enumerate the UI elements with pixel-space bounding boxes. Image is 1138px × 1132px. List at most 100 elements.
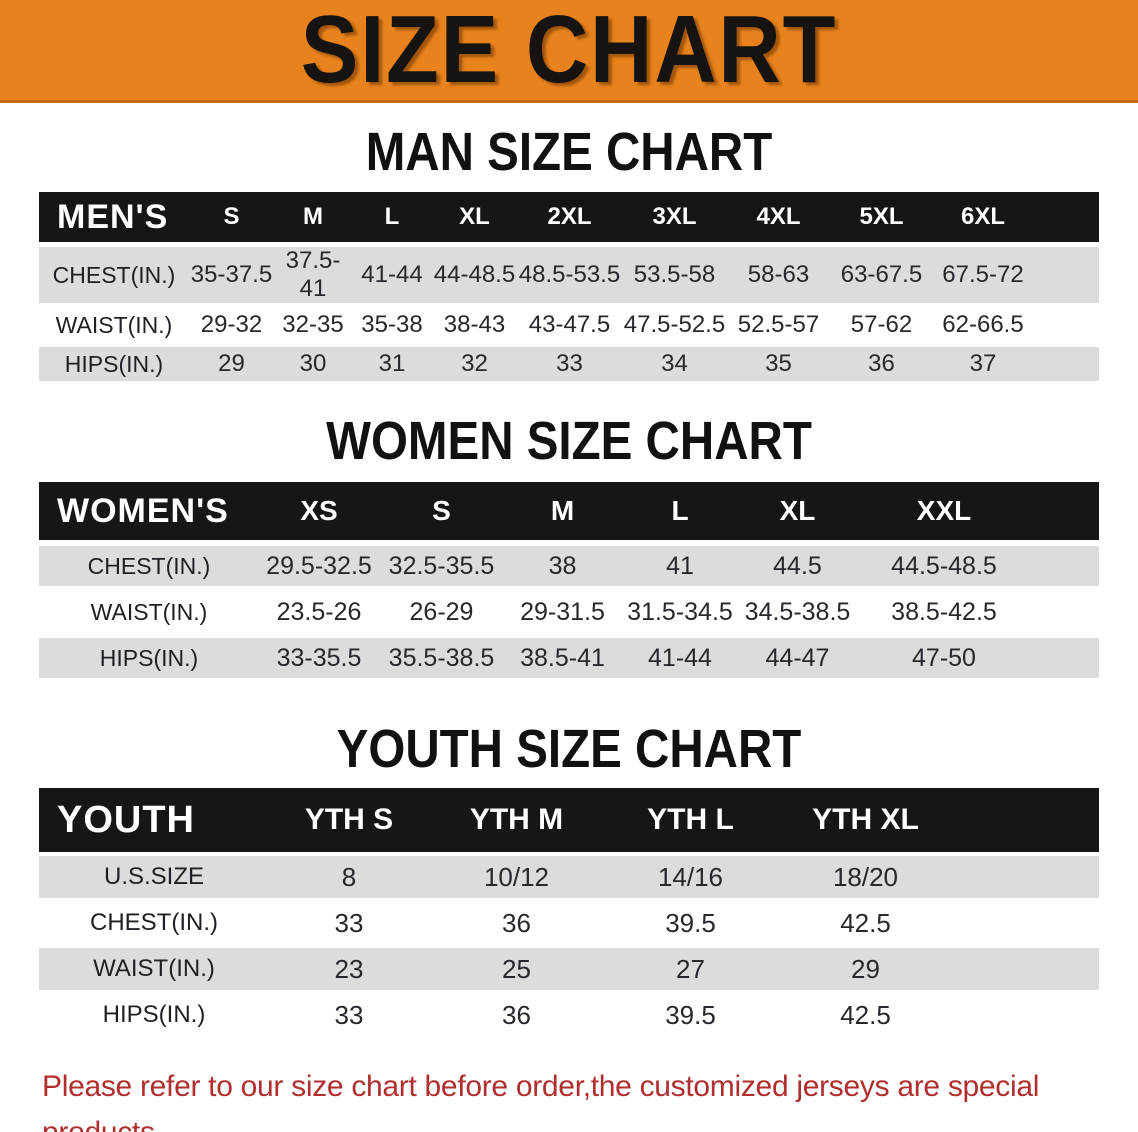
size-value-cell: 48.5-53.5: [517, 247, 622, 303]
table-row: HIPS(IN.) 29 30 31 32 33 34 35 36 37: [39, 347, 1099, 381]
size-value-cell: 34.5-38.5: [739, 592, 856, 632]
footer-note: Please refer to our size chart before or…: [42, 1064, 1138, 1132]
row-label: WAIST(IN.): [39, 592, 259, 632]
size-value-cell: 25: [429, 948, 604, 990]
row-label: U.S.SIZE: [39, 856, 269, 898]
size-value-cell: 29: [189, 347, 274, 381]
filler-cell: [1033, 347, 1099, 381]
size-value-cell: 33: [269, 994, 429, 1036]
row-label: HIPS(IN.): [39, 638, 259, 678]
size-column-header: XXL: [856, 482, 1032, 540]
size-column-header: YTH L: [604, 788, 777, 852]
size-value-cell: 32: [432, 347, 517, 381]
filler-cell: [1032, 638, 1099, 678]
youth-section-heading: YOUTH SIZE CHART: [336, 719, 802, 779]
table-row: CHEST(IN.) 29.5-32.5 32.5-35.5 38 41 44.5 44.5…: [39, 546, 1099, 586]
size-value-cell: 63-67.5: [830, 247, 933, 303]
size-column-header: M: [504, 482, 621, 540]
women-size-table: WOMEN'S XS S M L XL XXL CHEST(IN.) 29.5-32.5 32.5…: [39, 476, 1099, 684]
banner: SIZE CHART: [0, 0, 1138, 103]
size-value-cell: 23: [269, 948, 429, 990]
table-row: U.S.SIZE 8 10/12 14/16 18/20: [39, 856, 1099, 898]
size-value-cell: 14/16: [604, 856, 777, 898]
size-column-header: XL: [432, 192, 517, 242]
size-value-cell: 47.5-52.5: [622, 308, 727, 342]
size-value-cell: 38.5-41: [504, 638, 621, 678]
table-row: HIPS(IN.) 33-35.5 35.5-38.5 38.5-41 41-44 44-…: [39, 638, 1099, 678]
size-value-cell: 41: [621, 546, 739, 586]
size-value-cell: 44-47: [739, 638, 856, 678]
size-value-cell: 37: [933, 347, 1033, 381]
size-value-cell: 42.5: [777, 994, 954, 1036]
youth-size-table: YOUTH YTH S YTH M YTH L YTH XL U.S.SIZE 8 10/12…: [39, 784, 1099, 1040]
size-value-cell: 35-37.5: [189, 247, 274, 303]
size-value-cell: 23.5-26: [259, 592, 379, 632]
size-value-cell: 29-31.5: [504, 592, 621, 632]
table-corner-label: YOUTH: [39, 788, 269, 852]
size-value-cell: 27: [604, 948, 777, 990]
size-header-row: WOMEN'S XS S M L XL XXL: [39, 482, 1099, 540]
filler-cell: [1032, 546, 1099, 586]
table-row: HIPS(IN.) 33 36 39.5 42.5: [39, 994, 1099, 1036]
size-column-header: 2XL: [517, 192, 622, 242]
size-column-header: XS: [259, 482, 379, 540]
size-header-row: YOUTH YTH S YTH M YTH L YTH XL: [39, 788, 1099, 852]
size-value-cell: 58-63: [727, 247, 830, 303]
size-column-header: L: [352, 192, 432, 242]
table-row: CHEST(IN.) 33 36 39.5 42.5: [39, 902, 1099, 944]
size-value-cell: 67.5-72: [933, 247, 1033, 303]
row-label: HIPS(IN.): [39, 347, 189, 381]
size-column-header: 5XL: [830, 192, 933, 242]
filler-cell: [1032, 592, 1099, 632]
size-value-cell: 33-35.5: [259, 638, 379, 678]
men-size-table: MEN'S S M L XL 2XL 3XL 4XL 5XL 6XL CHEST(IN.) 35-37…: [39, 187, 1099, 386]
size-value-cell: 42.5: [777, 902, 954, 944]
size-value-cell: 35-38: [352, 308, 432, 342]
row-label: CHEST(IN.): [39, 902, 269, 944]
size-value-cell: 47-50: [856, 638, 1032, 678]
size-value-cell: 26-29: [379, 592, 504, 632]
size-column-header: YTH S: [269, 788, 429, 852]
size-value-cell: 34: [622, 347, 727, 381]
size-column-header: S: [379, 482, 504, 540]
men-section-heading: MAN SIZE CHART: [365, 122, 773, 182]
table-row: WAIST(IN.) 29-32 32-35 35-38 38-43 43-47.5 47.…: [39, 308, 1099, 342]
size-value-cell: 44.5: [739, 546, 856, 586]
row-label: CHEST(IN.): [39, 247, 189, 303]
filler-cell: [954, 856, 1099, 898]
banner-title: SIZE CHART: [300, 0, 838, 103]
size-value-cell: 32.5-35.5: [379, 546, 504, 586]
size-column-header: 6XL: [933, 192, 1033, 242]
size-value-cell: 18/20: [777, 856, 954, 898]
size-value-cell: 39.5: [604, 994, 777, 1036]
size-column-header: S: [189, 192, 274, 242]
size-value-cell: 29.5-32.5: [259, 546, 379, 586]
size-value-cell: 36: [429, 902, 604, 944]
row-label: WAIST(IN.): [39, 948, 269, 990]
size-value-cell: 37.5-41: [274, 247, 352, 303]
size-column-header: M: [274, 192, 352, 242]
table-row: WAIST(IN.) 23 25 27 29: [39, 948, 1099, 990]
size-value-cell: 35: [727, 347, 830, 381]
size-value-cell: 44.5-48.5: [856, 546, 1032, 586]
table-row: WAIST(IN.) 23.5-26 26-29 29-31.5 31.5-34.5 34…: [39, 592, 1099, 632]
size-value-cell: 29-32: [189, 308, 274, 342]
size-value-cell: 30: [274, 347, 352, 381]
size-value-cell: 38-43: [432, 308, 517, 342]
size-value-cell: 43-47.5: [517, 308, 622, 342]
size-value-cell: 53.5-58: [622, 247, 727, 303]
row-label: HIPS(IN.): [39, 994, 269, 1036]
footer-line-1: Please refer to our size chart before or…: [42, 1070, 1040, 1132]
table-row: CHEST(IN.) 35-37.5 37.5-41 41-44 44-48.5 48.5…: [39, 247, 1099, 303]
size-value-cell: 8: [269, 856, 429, 898]
filler-cell: [954, 948, 1099, 990]
size-column-header: 4XL: [727, 192, 830, 242]
row-label: CHEST(IN.): [39, 546, 259, 586]
table-corner-label: WOMEN'S: [39, 482, 259, 540]
row-label: WAIST(IN.): [39, 308, 189, 342]
size-value-cell: 36: [429, 994, 604, 1036]
size-value-cell: 35.5-38.5: [379, 638, 504, 678]
size-value-cell: 41-44: [352, 247, 432, 303]
size-value-cell: 39.5: [604, 902, 777, 944]
size-value-cell: 44-48.5: [432, 247, 517, 303]
